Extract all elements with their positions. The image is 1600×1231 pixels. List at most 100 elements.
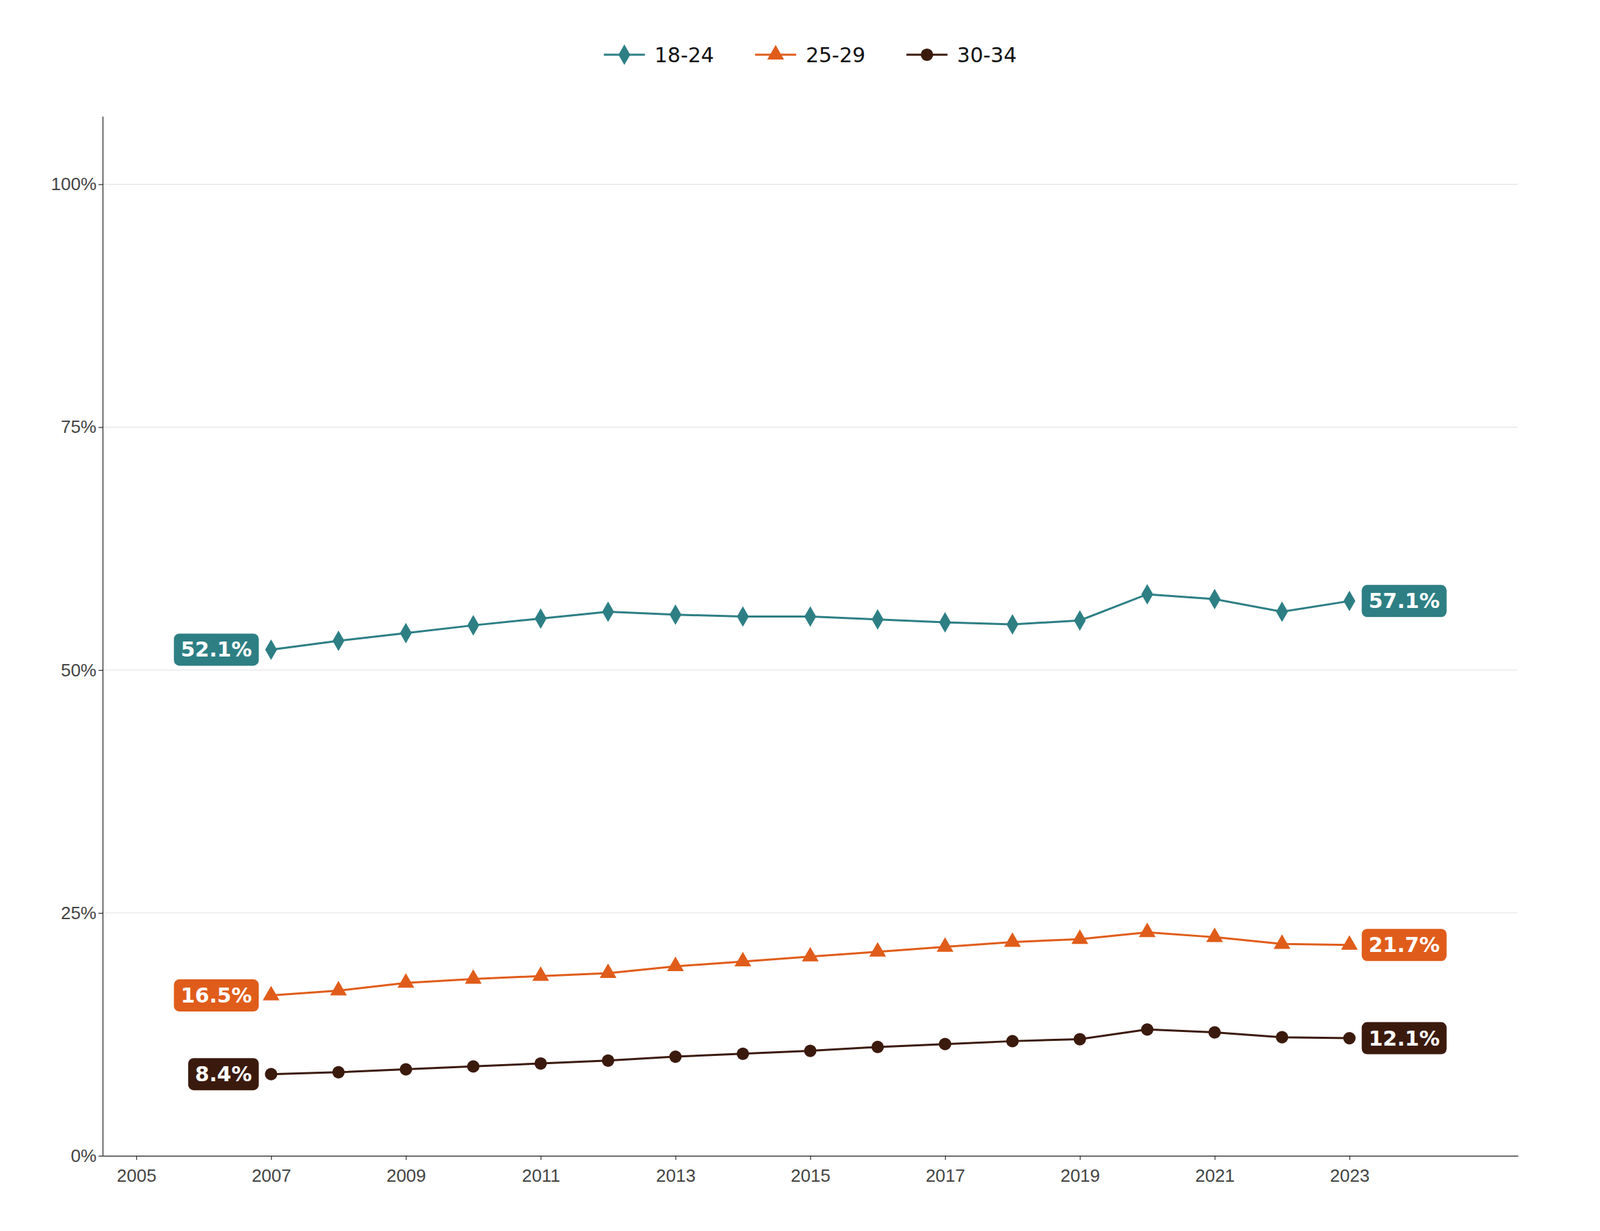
y-axis: 0%25%50%75%100% xyxy=(51,116,104,1167)
y-tick-mark xyxy=(98,427,103,429)
annotation-box xyxy=(173,633,259,666)
annotation: 57.1% xyxy=(1361,584,1447,618)
series xyxy=(264,1023,1356,1081)
y-tick-mark xyxy=(98,913,103,914)
x-tick-mark xyxy=(540,1156,542,1161)
point-marker xyxy=(734,952,752,967)
series-line xyxy=(270,1029,1349,1074)
point-marker xyxy=(871,609,884,631)
legend: 18-24 25-29 30-34 xyxy=(604,43,1018,68)
grid-line xyxy=(102,184,1518,185)
annotation: 21.7% xyxy=(1361,928,1447,962)
point-marker xyxy=(465,969,483,984)
legend-item: 25-29 xyxy=(755,43,866,68)
x-tick-mark xyxy=(810,1156,812,1161)
point-marker xyxy=(803,1044,817,1057)
legend-label: 30-34 xyxy=(956,43,1017,68)
x-tick-mark xyxy=(945,1156,947,1161)
x-tick: 2005 xyxy=(116,1156,157,1187)
x-tick-label: 2017 xyxy=(925,1165,966,1187)
annotation-box xyxy=(1361,584,1447,618)
point-marker xyxy=(939,612,951,633)
x-tick-label: 2009 xyxy=(386,1165,427,1187)
point-marker xyxy=(400,623,412,644)
point-marker xyxy=(666,956,685,972)
x-tick-label: 2011 xyxy=(521,1165,561,1187)
legend-label: 18-24 xyxy=(654,43,715,68)
plot-marks xyxy=(262,584,1358,1081)
legend-label: 25-29 xyxy=(805,43,866,68)
point-marker xyxy=(1073,610,1086,631)
point-marker xyxy=(669,604,682,626)
x-tick-label: 2023 xyxy=(1329,1165,1370,1187)
x-tick-label: 2015 xyxy=(790,1165,831,1187)
point-marker xyxy=(1343,1032,1356,1045)
x-tick-label: 2007 xyxy=(251,1165,292,1187)
point-marker xyxy=(1141,584,1153,605)
grid-line xyxy=(102,912,1518,914)
annotation-text: 16.5% xyxy=(180,983,252,1008)
point-marker xyxy=(601,601,614,622)
point-marker xyxy=(332,1066,345,1079)
x-tick-mark xyxy=(270,1156,272,1161)
legend-marker xyxy=(767,45,785,60)
y-tick-label: 0% xyxy=(70,1145,97,1167)
y-tick: 100% xyxy=(51,173,104,195)
x-tick: 2021 xyxy=(1195,1156,1235,1187)
point-marker xyxy=(332,630,345,652)
annotation: 12.1% xyxy=(1361,1022,1447,1055)
annotation: 8.4% xyxy=(188,1058,259,1091)
grid xyxy=(102,184,1518,1157)
x-tick: 2017 xyxy=(925,1156,966,1187)
legend-marker xyxy=(920,48,934,61)
annotation-text: 21.7% xyxy=(1368,933,1440,957)
point-marker xyxy=(871,1041,884,1054)
x-tick: 2015 xyxy=(790,1156,831,1187)
annotation-text: 57.1% xyxy=(1368,588,1440,613)
x-tick-label: 2013 xyxy=(656,1165,696,1187)
point-marker xyxy=(399,1063,412,1076)
x-tick-label: 2021 xyxy=(1195,1165,1235,1187)
point-marker xyxy=(467,1060,480,1073)
point-marker xyxy=(601,1054,615,1068)
annotation: 52.1% xyxy=(173,633,259,666)
point-marker xyxy=(736,1047,750,1061)
y-axis-line xyxy=(102,116,104,1157)
point-marker xyxy=(1343,591,1356,612)
x-tick: 2009 xyxy=(386,1156,427,1187)
point-marker xyxy=(1071,929,1089,944)
x-tick: 2011 xyxy=(521,1156,561,1187)
point-marker xyxy=(467,614,479,636)
y-tick: 0% xyxy=(70,1145,103,1167)
annotation-box xyxy=(1361,928,1447,962)
annotation-text: 12.1% xyxy=(1368,1026,1440,1051)
point-marker xyxy=(1276,601,1289,622)
point-marker xyxy=(736,606,749,628)
point-marker xyxy=(938,1038,951,1051)
x-tick-mark xyxy=(405,1156,407,1161)
point-marker xyxy=(1006,614,1018,635)
legend-item: 30-34 xyxy=(906,43,1017,68)
point-marker xyxy=(397,973,415,988)
point-marker xyxy=(534,1057,547,1070)
point-marker xyxy=(869,942,887,957)
annotation-box xyxy=(173,979,259,1012)
x-tick-mark xyxy=(1349,1156,1351,1161)
point-marker xyxy=(330,980,348,996)
point-marker xyxy=(936,937,954,952)
annotation-box xyxy=(188,1058,259,1091)
point-marker xyxy=(1208,1026,1222,1039)
annotation-box xyxy=(1361,1022,1447,1055)
grid-line xyxy=(102,669,1518,671)
series xyxy=(265,584,1356,661)
x-axis: 2005200720092011201320152017201920212023 xyxy=(103,1156,1519,1187)
point-marker xyxy=(1208,588,1221,610)
point-marker xyxy=(532,966,550,981)
x-tick-mark xyxy=(675,1156,676,1161)
y-tick-label: 50% xyxy=(60,660,97,681)
point-marker xyxy=(264,1068,278,1081)
y-tick: 25% xyxy=(60,902,103,924)
point-marker xyxy=(534,608,547,629)
point-marker xyxy=(801,947,819,962)
x-tick-mark xyxy=(1214,1156,1216,1161)
